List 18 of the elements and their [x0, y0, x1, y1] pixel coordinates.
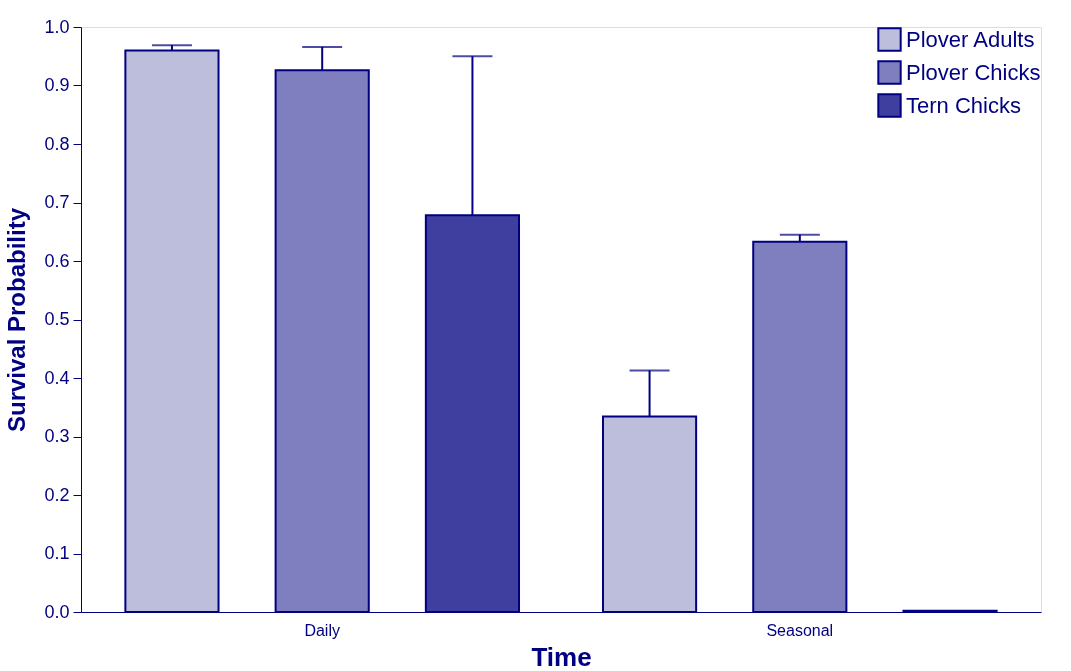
- y-tick-label: 1.0: [44, 16, 70, 37]
- x-axis-title: Time: [531, 641, 592, 671]
- y-tick-label: 0.8: [44, 133, 70, 154]
- y-tick-label: 0.3: [44, 426, 70, 446]
- y-tick-label: 0.9: [44, 75, 70, 95]
- legend-label: Plover Chicks: [906, 59, 1041, 85]
- y-tick-label: 0.4: [44, 367, 70, 388]
- legend-label: Tern Chicks: [906, 92, 1021, 118]
- x-tick-label: Daily: [304, 621, 340, 639]
- y-axis-title: Survival Probability: [3, 207, 31, 433]
- y-tick-label: 0.1: [44, 543, 70, 563]
- y-tick-label: 0.5: [44, 309, 70, 329]
- y-tick-label: 0.7: [44, 192, 70, 212]
- y-tick-label: 0.6: [44, 250, 70, 271]
- x-tick-label: Seasonal: [766, 621, 834, 639]
- legend-label: Plover Adults: [906, 26, 1035, 52]
- y-tick-label: 0.2: [44, 484, 70, 505]
- y-tick-label: 0.0: [44, 601, 70, 622]
